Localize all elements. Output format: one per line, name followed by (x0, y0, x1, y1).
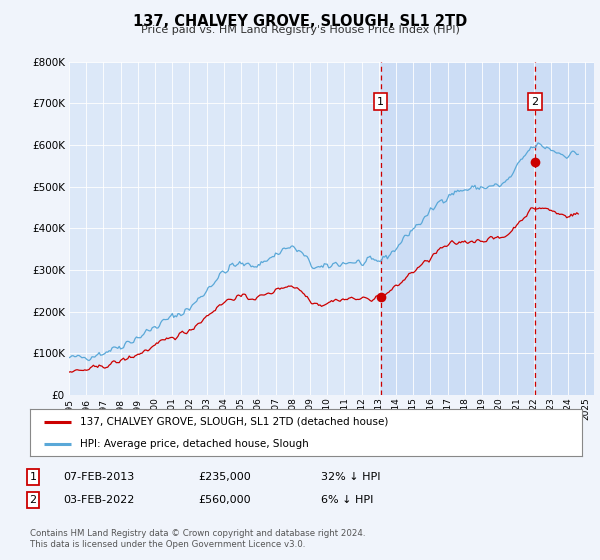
Text: 2: 2 (532, 96, 539, 106)
Text: HPI: Average price, detached house, Slough: HPI: Average price, detached house, Slou… (80, 438, 308, 449)
Text: 6% ↓ HPI: 6% ↓ HPI (321, 495, 373, 505)
Text: £560,000: £560,000 (198, 495, 251, 505)
Text: 137, CHALVEY GROVE, SLOUGH, SL1 2TD: 137, CHALVEY GROVE, SLOUGH, SL1 2TD (133, 14, 467, 29)
Text: 2: 2 (29, 495, 37, 505)
Bar (380, 62, 594, 395)
Text: 1: 1 (377, 96, 384, 106)
Text: Contains HM Land Registry data © Crown copyright and database right 2024.
This d: Contains HM Land Registry data © Crown c… (30, 529, 365, 549)
Text: £235,000: £235,000 (198, 472, 251, 482)
Text: 32% ↓ HPI: 32% ↓ HPI (321, 472, 380, 482)
Text: 03-FEB-2022: 03-FEB-2022 (63, 495, 134, 505)
Text: Price paid vs. HM Land Registry's House Price Index (HPI): Price paid vs. HM Land Registry's House … (140, 25, 460, 35)
Text: 137, CHALVEY GROVE, SLOUGH, SL1 2TD (detached house): 137, CHALVEY GROVE, SLOUGH, SL1 2TD (det… (80, 417, 388, 427)
Text: 07-FEB-2013: 07-FEB-2013 (63, 472, 134, 482)
Text: 1: 1 (29, 472, 37, 482)
